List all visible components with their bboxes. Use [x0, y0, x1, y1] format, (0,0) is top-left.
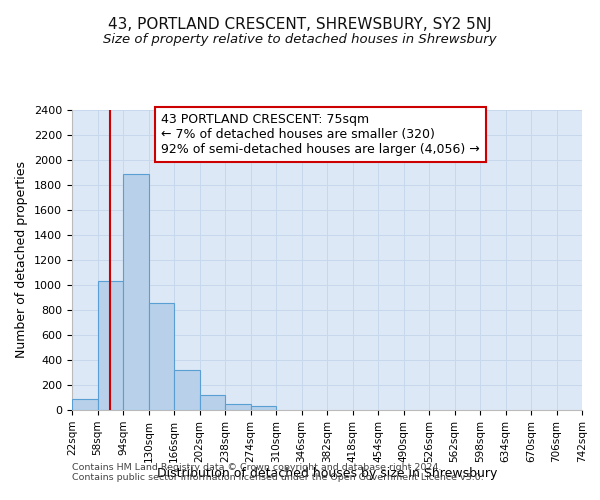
Text: Contains HM Land Registry data © Crown copyright and database right 2024.
Contai: Contains HM Land Registry data © Crown c… — [72, 463, 484, 482]
Bar — [251, 406, 276, 410]
Y-axis label: Number of detached properties: Number of detached properties — [16, 162, 28, 358]
Text: 43, PORTLAND CRESCENT, SHREWSBURY, SY2 5NJ: 43, PORTLAND CRESCENT, SHREWSBURY, SY2 5… — [108, 18, 492, 32]
Bar — [174, 370, 199, 410]
Bar — [72, 399, 97, 410]
Bar — [123, 174, 149, 410]
Bar — [199, 395, 225, 410]
Bar — [225, 404, 251, 410]
Bar — [149, 302, 174, 410]
X-axis label: Distribution of detached houses by size in Shrewsbury: Distribution of detached houses by size … — [157, 468, 497, 480]
Text: 43 PORTLAND CRESCENT: 75sqm
← 7% of detached houses are smaller (320)
92% of sem: 43 PORTLAND CRESCENT: 75sqm ← 7% of deta… — [161, 113, 480, 156]
Text: Size of property relative to detached houses in Shrewsbury: Size of property relative to detached ho… — [103, 32, 497, 46]
Bar — [97, 281, 123, 410]
